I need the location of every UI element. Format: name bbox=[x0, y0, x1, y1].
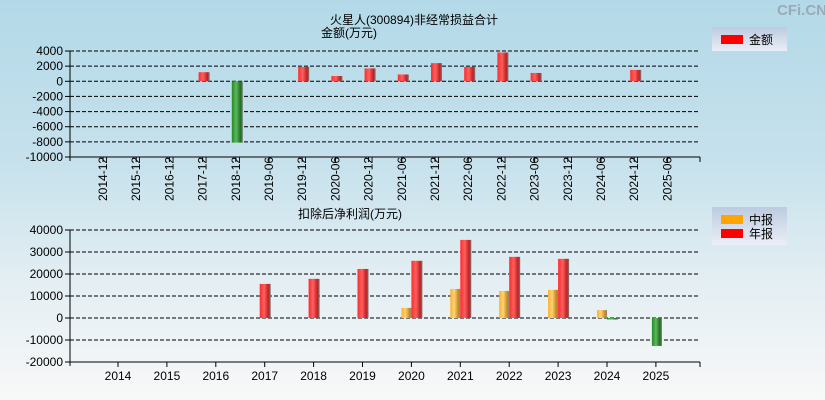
chart2-bar-annual-2023 bbox=[558, 258, 570, 318]
chart2-legend: 中报 年报 bbox=[712, 207, 787, 245]
chart1-ytick-label: -8000 bbox=[32, 135, 63, 149]
chart1-bar-2021-12 bbox=[431, 63, 442, 82]
chart2-ytick-label: -10000 bbox=[26, 333, 64, 347]
chart2-ytick-label: 20000 bbox=[30, 267, 64, 281]
chart1-ytick-label: 4000 bbox=[36, 44, 63, 58]
legend-item-interim: 中报 bbox=[721, 212, 787, 227]
chart1-xtick-label: 2020-06 bbox=[328, 157, 342, 201]
chart2-bar-interim-2022 bbox=[499, 290, 510, 318]
chart1-xtick-label: 2018-12 bbox=[229, 157, 243, 201]
chart2-ytick-label: 40000 bbox=[30, 223, 64, 237]
watermark-logo: CFi.CN bbox=[777, 2, 825, 19]
chart1-bar-2018-12 bbox=[231, 81, 243, 143]
chart1-bar-2022-12 bbox=[497, 52, 509, 82]
chart2-bar-interim-2021 bbox=[450, 288, 461, 318]
chart2-xtick-label: 2024 bbox=[594, 369, 621, 383]
chart1-bar-2020-12 bbox=[364, 68, 376, 82]
legend-item-annual: 年报 bbox=[721, 226, 787, 241]
chart2-title: 扣除后净利润(万元) bbox=[298, 207, 402, 221]
chart1-bar-2021-06 bbox=[397, 74, 409, 82]
chart1-xtick-label: 2019-12 bbox=[295, 157, 309, 201]
legend-label: 年报 bbox=[749, 226, 774, 241]
chart1-ytick-label: 0 bbox=[56, 74, 63, 88]
chart1-xtick-label: 2016-12 bbox=[162, 157, 176, 201]
chart1-ytick-label: -4000 bbox=[32, 105, 63, 119]
chart2-bar-interim-2024 bbox=[597, 310, 607, 318]
chart1-xtick-label: 2024-06 bbox=[594, 157, 608, 201]
chart1-xtick-label: 2017-12 bbox=[196, 157, 210, 201]
chart1-bar-2020-06 bbox=[331, 75, 343, 82]
chart1-xtick-label: 2022-12 bbox=[494, 157, 508, 201]
legend-label: 中报 bbox=[749, 212, 774, 227]
chart2-bar-interim-2023 bbox=[548, 289, 559, 318]
chart2-xtick-label: 2018 bbox=[300, 369, 327, 383]
chart1-xtick-label: 2023-06 bbox=[528, 157, 542, 201]
chart1-title: 火星人(300894)非经常损益合计 bbox=[330, 13, 499, 27]
chart1-ylabel: 金额(万元) bbox=[321, 26, 377, 40]
chart1-ytick-label: -6000 bbox=[32, 120, 63, 134]
chart2-bar-annual-2020 bbox=[411, 260, 423, 318]
legend-swatch-red bbox=[721, 228, 743, 238]
chart2-xtick-label: 2016 bbox=[202, 369, 229, 383]
chart1-bar-2017-12 bbox=[198, 72, 210, 82]
chart1-legend: 金额 bbox=[712, 27, 787, 51]
chart2-xtick-label: 2014 bbox=[105, 369, 132, 383]
chart1-xtick-label: 2021-12 bbox=[428, 157, 442, 201]
chart1-xtick-label: 2015-12 bbox=[129, 157, 143, 201]
chart2-xtick-label: 2022 bbox=[496, 369, 523, 383]
chart2-bar-annual-2022 bbox=[509, 256, 521, 318]
chart2-xtick-label: 2020 bbox=[398, 369, 425, 383]
legend-swatch-orange bbox=[721, 214, 743, 224]
chart1-bar-2022-06 bbox=[464, 66, 476, 82]
chart1-bar-2024-12 bbox=[630, 69, 642, 82]
chart1-xtick-label: 2024-12 bbox=[627, 157, 641, 201]
chart1-ytick-label: 2000 bbox=[36, 59, 63, 73]
chart2-xtick-label: 2019 bbox=[349, 369, 376, 383]
chart1-bar-2023-06 bbox=[530, 72, 542, 82]
chart2-xtick-label: 2025 bbox=[643, 369, 670, 383]
chart1-xtick-label: 2019-06 bbox=[262, 157, 276, 201]
chart2-ytick-label: 30000 bbox=[30, 245, 64, 259]
chart1-xtick-label: 2022-06 bbox=[461, 157, 475, 201]
legend-label: 金额 bbox=[749, 32, 774, 47]
chart2-xtick-label: 2021 bbox=[447, 369, 474, 383]
chart2-xtick-label: 2015 bbox=[154, 369, 181, 383]
chart2-bar-annual-2021 bbox=[460, 239, 472, 318]
chart1-ytick-label: -2000 bbox=[32, 89, 63, 103]
chart2-bar-interim-2020 bbox=[401, 307, 412, 318]
chart2-xtick-label: 2017 bbox=[251, 369, 278, 383]
chart1-ytick-label: -10000 bbox=[26, 150, 64, 164]
legend-swatch-red bbox=[721, 34, 743, 44]
chart1-xtick-label: 2014-12 bbox=[96, 157, 110, 201]
chart2-ytick-label: 0 bbox=[56, 311, 63, 325]
chart1-xtick-label: 2020-12 bbox=[362, 157, 376, 201]
chart2-bar-annual-2024 bbox=[607, 318, 618, 320]
chart2-ytick-label: 10000 bbox=[30, 289, 64, 303]
chart2-bar-interim-2025 bbox=[651, 318, 662, 346]
chart2-ytick-label: -20000 bbox=[26, 355, 64, 369]
chart2-xtick-label: 2023 bbox=[545, 369, 572, 383]
chart1-bar-2019-12 bbox=[298, 66, 310, 82]
chart2-bar-annual-2019 bbox=[357, 268, 369, 318]
chart1-xtick-label: 2023-12 bbox=[561, 157, 575, 201]
chart2-bar-annual-2018 bbox=[308, 278, 320, 318]
legend-item-amount: 金额 bbox=[721, 32, 787, 47]
chart1-xtick-label: 2025-06 bbox=[660, 157, 674, 201]
chart1-xtick-label: 2021-06 bbox=[395, 157, 409, 201]
chart2-bar-annual-2017 bbox=[259, 283, 271, 318]
chart2-plot: 40000 30000 20000 10000 0 -10000 -20000 2014 201… bbox=[26, 223, 701, 383]
